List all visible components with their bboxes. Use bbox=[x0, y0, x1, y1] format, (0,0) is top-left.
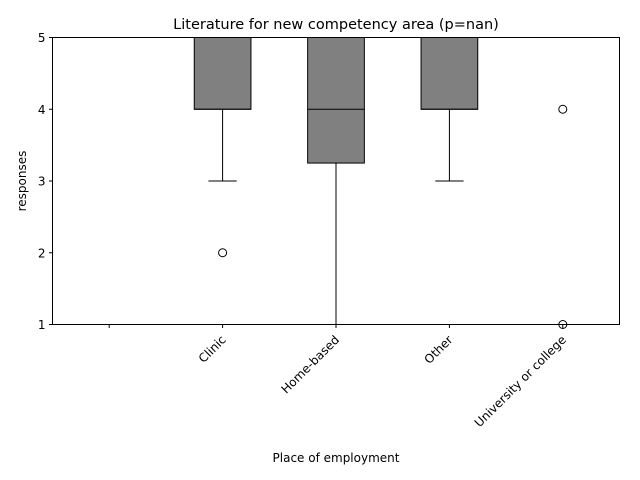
box bbox=[193, 37, 252, 110]
outlier-point bbox=[558, 104, 568, 114]
x-tick-label: Clinic bbox=[196, 333, 229, 366]
y-tick-label: 4 bbox=[38, 103, 46, 117]
x-axis-label: Place of employment bbox=[273, 451, 400, 465]
plot-area bbox=[193, 37, 592, 329]
chart-title: Literature for new competency area (p=na… bbox=[173, 17, 499, 33]
box bbox=[420, 37, 479, 110]
box-group bbox=[533, 37, 592, 329]
box-group bbox=[420, 37, 479, 182]
box-group bbox=[193, 37, 252, 258]
x-tick-label: University or college bbox=[472, 333, 569, 430]
y-tick-label: 5 bbox=[38, 31, 46, 45]
box bbox=[307, 37, 365, 164]
y-tick-label: 1 bbox=[38, 318, 46, 332]
y-axis-label: responses bbox=[15, 151, 29, 212]
y-tick-label: 2 bbox=[38, 246, 46, 260]
y-tick-label: 3 bbox=[38, 175, 46, 189]
x-tick-label: Other bbox=[422, 333, 456, 367]
x-tick-label: Home-based bbox=[278, 333, 342, 397]
box-group bbox=[307, 37, 365, 325]
outlier-point bbox=[218, 248, 228, 258]
